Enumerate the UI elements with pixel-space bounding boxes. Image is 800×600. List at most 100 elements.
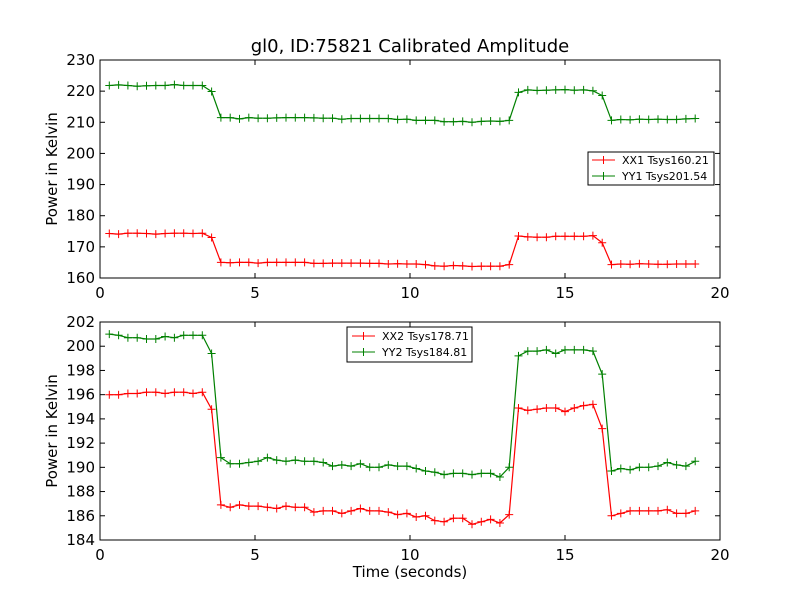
top-data-point (189, 229, 197, 238)
bottom-ytick-label: 192 (66, 434, 95, 452)
top-legend-box (587, 151, 715, 186)
bottom-x-axis-label: Time (seconds) (352, 563, 468, 581)
top-data-point (607, 116, 616, 125)
bottom-yticks-layer: 184 186 188 190 192 194 196 198 200 202 (66, 313, 720, 549)
top-data-point (226, 258, 235, 267)
top-series-line-1 (109, 83, 696, 123)
top-data-point (477, 262, 486, 271)
top-data-point (561, 232, 569, 241)
bottom-data-point (654, 506, 662, 515)
bottom-data-point (216, 500, 225, 509)
top-data-point (588, 86, 597, 95)
bottom-data-point (616, 509, 625, 518)
top-data-point (198, 229, 207, 238)
bottom-data-point (282, 457, 290, 466)
bottom-data-point (598, 424, 607, 433)
top-data-point (514, 88, 523, 97)
bottom-data-point (365, 463, 374, 472)
bottom-data-point (440, 470, 449, 479)
top-data-point (291, 113, 300, 122)
top-legend-marker-xx1 (599, 156, 608, 164)
top-data-point (663, 260, 672, 269)
top-data-point (393, 259, 402, 268)
top-data-point (486, 117, 495, 125)
top-ytick-label: 210 (66, 113, 95, 131)
bottom-data-point (635, 463, 644, 472)
bottom-data-point (393, 510, 402, 519)
bottom-ytick-label: 202 (66, 313, 95, 331)
bottom-data-point (654, 462, 662, 471)
bottom-data-point (244, 502, 253, 511)
bottom-data-point (477, 469, 486, 478)
top-data-point (179, 229, 188, 238)
bottom-data-point (365, 506, 374, 515)
bottom-data-point (263, 503, 272, 512)
top-data-point (319, 259, 328, 268)
bottom-data-point (616, 464, 625, 473)
bottom-data-point (440, 517, 449, 526)
top-ytick-label: 220 (66, 82, 95, 100)
bottom-data-point (151, 335, 160, 343)
top-data-point (672, 260, 681, 268)
top-data-point (133, 82, 142, 91)
bottom-data-point (226, 459, 235, 468)
bottom-data-point (114, 390, 123, 399)
top-ytick-label: 180 (66, 207, 95, 225)
bottom-data-point (412, 464, 421, 473)
top-data-point (616, 260, 625, 268)
bottom-data-point (495, 519, 504, 527)
bottom-data-point (402, 509, 411, 518)
bottom-data-point (151, 388, 160, 397)
bottom-data-point (254, 502, 263, 511)
bottom-legend-label-yy2: YY2 Tsys184.81 (381, 346, 467, 359)
top-data-point (635, 115, 644, 124)
bottom-data-point (551, 404, 560, 412)
top-data-point (300, 258, 309, 267)
bottom-data-point (170, 333, 179, 342)
top-data-point (598, 91, 607, 100)
top-data-point (254, 114, 263, 123)
bottom-ytick-label: 200 (66, 337, 95, 355)
bottom-data-point (533, 347, 542, 356)
bottom-xtick-label: 20 (710, 546, 729, 564)
bottom-series-line-1 (109, 333, 696, 478)
top-data-point (142, 81, 151, 90)
top-data-point (347, 259, 356, 268)
top-legend: XX1 Tsys160.21 YY1 Tsys201.54 (587, 151, 715, 186)
bottom-data-point (681, 462, 690, 471)
bottom-xtick-label: 15 (555, 546, 574, 564)
bottom-data-point (691, 457, 700, 466)
bottom-data-point (337, 509, 346, 518)
bottom-data-point (561, 407, 569, 416)
bottom-xtick-label: 5 (250, 546, 260, 564)
top-data-point (691, 114, 700, 123)
top-data-point (440, 262, 449, 271)
top-data-point (495, 117, 504, 126)
top-data-point (468, 262, 476, 271)
bottom-data-point (356, 504, 365, 513)
bottom-ytick-label: 190 (66, 458, 95, 476)
top-data-point (402, 260, 411, 268)
bottom-data-point (356, 459, 365, 468)
top-data-point (282, 113, 290, 122)
bottom-panel: 0 5 10 15 20 184186188190192194196198200202 … (43, 313, 730, 581)
top-data-point (216, 113, 225, 122)
top-data-point (133, 229, 142, 238)
bottom-data-point (486, 469, 495, 478)
bottom-data-point (319, 506, 328, 515)
bottom-data-point (179, 388, 188, 397)
bottom-data-point (170, 388, 179, 397)
bottom-data-point (458, 514, 467, 523)
bottom-data-point (607, 467, 616, 475)
bottom-data-point (477, 517, 486, 526)
top-data-point (105, 81, 114, 90)
bottom-data-point (272, 456, 281, 465)
top-y-axis-label: Power in Kelvin (43, 112, 61, 226)
bottom-data-point (644, 463, 653, 472)
bottom-data-point (430, 468, 439, 477)
bottom-data-point (672, 509, 681, 518)
bottom-data-point (216, 453, 225, 462)
bottom-legend-marker-yy2 (359, 348, 368, 356)
bottom-data-point (523, 406, 532, 415)
top-legend-label-yy1: YY1 Tsys201.54 (621, 170, 707, 183)
